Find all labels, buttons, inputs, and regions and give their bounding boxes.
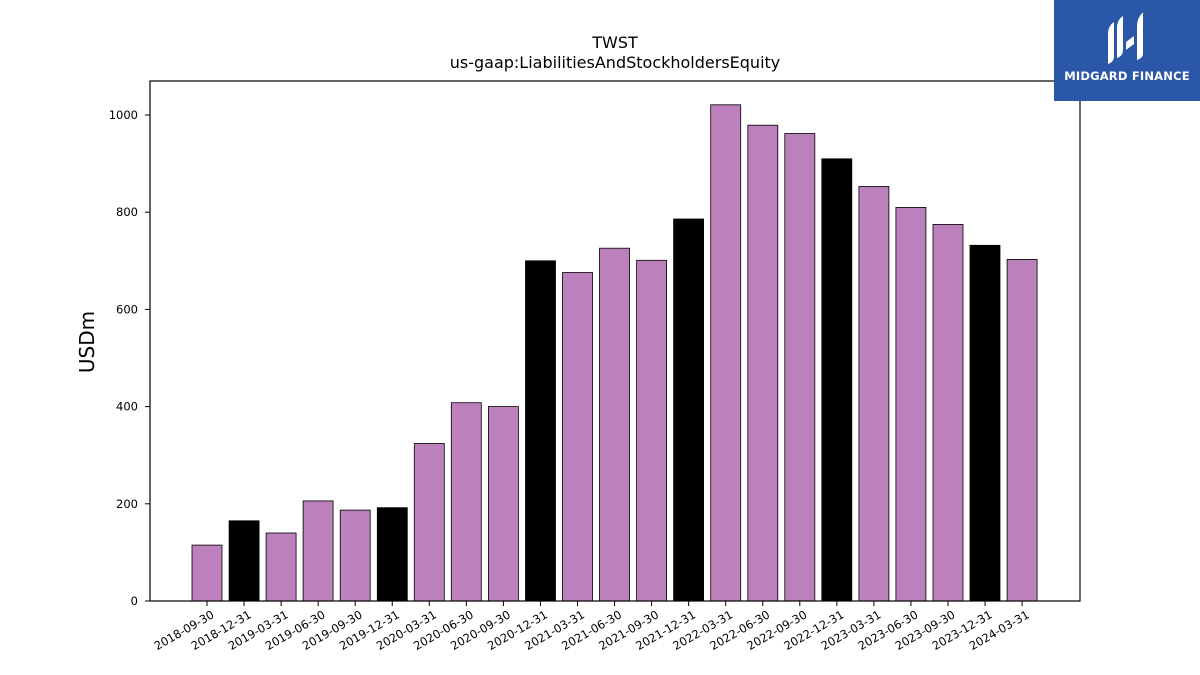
bar-2023-03-31 — [858, 186, 890, 602]
y-axis-ticks: 0 200 400 600 800 1000 — [109, 108, 150, 608]
bar-2020-03-31 — [413, 443, 445, 602]
bar-2019-12-31 — [376, 507, 408, 602]
bar-2022-03-31 — [710, 104, 742, 602]
plot-frame — [149, 80, 1081, 602]
y-tick-label: 0 — [131, 594, 138, 608]
bar-2021-12-31 — [673, 218, 704, 602]
chart-title: TWST — [591, 33, 638, 52]
y-tick-label: 800 — [116, 205, 138, 219]
midgard-finance-logo: MIDGARD FINANCE — [1054, 0, 1200, 101]
bar-2021-03-31 — [562, 272, 593, 602]
bar-2022-12-31 — [821, 158, 853, 602]
x-axis-ticks: 2018-09-302018-12-312019-03-312019-06-30… — [152, 601, 1032, 653]
logo-text: MIDGARD FINANCE — [1064, 69, 1190, 83]
bar-2018-09-30 — [191, 544, 223, 602]
bar-2022-06-30 — [747, 124, 779, 602]
bar-2020-06-30 — [450, 402, 482, 602]
bar-2023-06-30 — [895, 206, 927, 602]
bar-2021-09-30 — [636, 259, 667, 602]
chart-subtitle: us-gaap:LiabilitiesAndStockholdersEquity — [450, 53, 781, 72]
bar-2021-06-30 — [599, 247, 630, 602]
bar-2024-03-31 — [1006, 258, 1038, 602]
bar-2023-12-31 — [969, 244, 1001, 602]
bar-2020-12-31 — [525, 260, 556, 602]
bar-2022-09-30 — [784, 133, 816, 602]
bars-group — [191, 104, 1038, 602]
y-tick-label: 200 — [116, 497, 138, 511]
y-tick-label: 1000 — [109, 108, 138, 122]
logo-mark-icon — [1108, 12, 1143, 64]
bar-2019-06-30 — [302, 500, 334, 602]
bar-2018-12-31 — [228, 520, 260, 602]
bar-2019-03-31 — [265, 532, 297, 602]
bar-2023-09-30 — [932, 223, 964, 602]
bar-2019-09-30 — [339, 509, 371, 602]
bar-2020-09-30 — [487, 406, 519, 602]
y-tick-label: 600 — [116, 302, 138, 316]
y-axis-label: USDm — [75, 311, 99, 373]
y-tick-label: 400 — [116, 400, 138, 414]
